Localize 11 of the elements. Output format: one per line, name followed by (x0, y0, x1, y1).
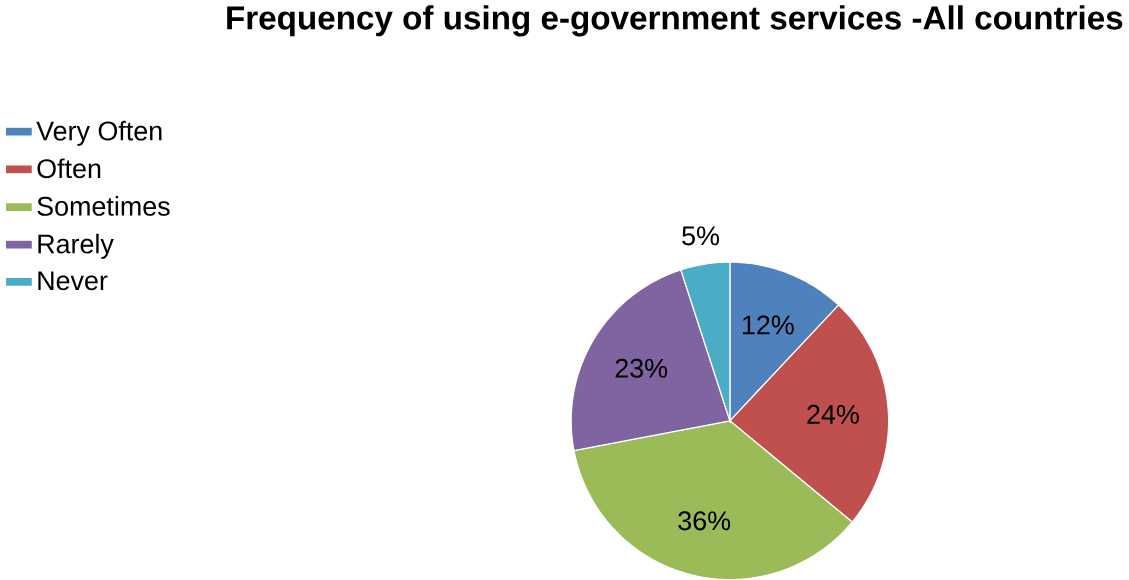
legend-label: Sometimes (37, 195, 170, 216)
data-label: 5% (682, 226, 719, 246)
data-label: 12% (743, 315, 794, 335)
legend-label: Very Often (36, 120, 162, 146)
data-label: 36% (678, 511, 731, 531)
legend-label: Never (38, 271, 108, 291)
chart-title: Frequency of using e-government services -All countries (227, 5, 1123, 37)
data-label: 23% (615, 358, 668, 378)
data-label: 24% (807, 404, 859, 424)
legend-label: Rarely (38, 233, 114, 259)
legend-label: Often (37, 158, 101, 179)
